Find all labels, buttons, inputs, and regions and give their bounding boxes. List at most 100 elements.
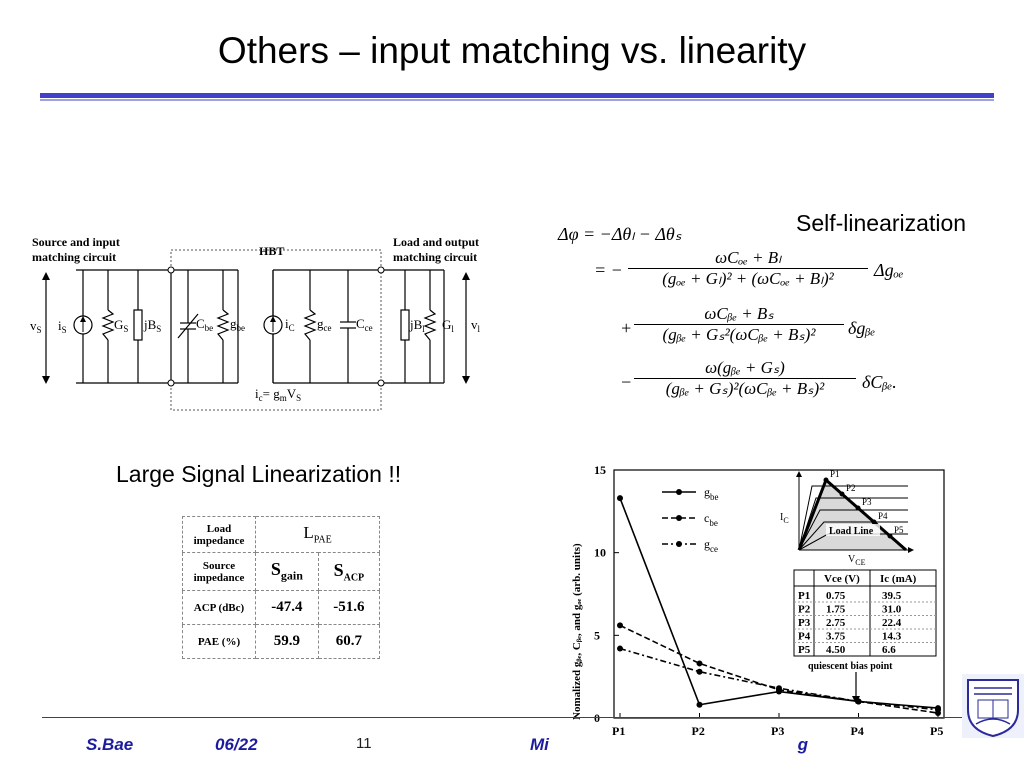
gce-label: g: [317, 316, 324, 331]
bias-table-cell: 14.3: [882, 631, 902, 643]
bias-table-cell: P5: [798, 644, 811, 656]
inset-point-P4: [871, 519, 877, 525]
bias-point-table: Vce (V) Ic (mA) P1 0.75 39.5 P2 1.75 31.0 P3 2.75…: [793, 569, 937, 704]
term2-numerator: ωCᵦₑ + Bₛ: [634, 304, 844, 325]
y-tick-label-0: 0: [594, 711, 600, 725]
bias-table-cell: 4.50: [826, 644, 846, 656]
term1-denominator: (gₒₑ + Gₗ)² + (ωCₒₑ + Bₗ)²: [662, 269, 834, 288]
cbe-label: C: [196, 316, 205, 331]
svg-text:vS: vS: [30, 318, 42, 335]
load-impedance-header: Load impedance: [182, 516, 256, 553]
svg-text:Cce: Cce: [356, 316, 373, 333]
bias-table-cell: P3: [798, 617, 811, 629]
bias-table-cell: 31.0: [882, 604, 902, 616]
term2-fraction: ωCᵦₑ + Bₛ (gᵦₑ + Gₛ²(ωCᵦₑ + Bₛ)²: [634, 304, 844, 345]
bias-table-cell: 22.4: [882, 617, 902, 629]
svg-text:vl: vl: [471, 317, 481, 334]
normalized-parameters-chart: Nomalized gᵦₑ, Cᵦₑ, and gₒₑ (arb. units)…: [571, 463, 945, 738]
term3-denominator: (gᵦₑ + Gₛ)²(ωCᵦₑ + Bₛ)²: [665, 379, 825, 398]
inset-point-P2: [839, 491, 845, 497]
term2-denominator: (gᵦₑ + Gₛ²(ωCᵦₑ + Bₛ)²: [662, 325, 816, 344]
bias-table-header: Vce (V): [824, 573, 860, 585]
term2-sign: +: [620, 318, 633, 338]
bias-table-cell: 2.75: [826, 617, 846, 629]
is-label: i: [58, 318, 62, 333]
legend-label-cbe: cbe: [704, 511, 718, 528]
svg-text:Gl: Gl: [442, 317, 454, 334]
svg-text:iC: iC: [285, 316, 295, 333]
term1-tail: Δgₒₑ: [874, 260, 904, 280]
bias-table-cell: P1: [798, 590, 810, 602]
lpae-table-wrap: Load impedance LPAE Source impedance Sga…: [182, 516, 382, 660]
bias-table-cell: 3.75: [826, 631, 846, 643]
jbs-label: jB: [143, 317, 157, 332]
term2-tail: δgᵦₑ: [848, 318, 876, 338]
y-tick-label-10: 10: [594, 546, 606, 560]
lpae-header: LPAE: [255, 516, 380, 553]
data-point-cbe-P1: [617, 622, 623, 629]
x-tick-label-P5: P5: [930, 724, 943, 738]
svg-text:VCE: VCE: [848, 554, 866, 567]
hbt-label: HBT: [259, 244, 284, 258]
inset-point-P3: [855, 505, 861, 511]
svg-text:jBS: jBS: [143, 317, 161, 334]
svg-text:IC: IC: [780, 512, 789, 525]
equivalent-circuit-diagram: Source and input matching circuit HBT Lo…: [30, 235, 481, 411]
inset-point-label-P4: P4: [878, 511, 888, 521]
slide-title: Others – input matching vs. linearity: [217, 30, 807, 71]
inset-point-P1: [823, 477, 829, 483]
footer-rule: [42, 717, 962, 718]
source-heading-1: Source and input: [32, 235, 120, 249]
inset-ylabel: I: [780, 512, 783, 523]
footer-author: S.Bae: [86, 735, 134, 754]
data-point-gce-P2: [696, 668, 703, 675]
term1-numerator: ωCₒₑ + Bₗ: [628, 248, 868, 269]
gs-label: G: [114, 317, 123, 332]
acp-acp-value: -51.6: [317, 590, 381, 625]
svg-text:Cbe: Cbe: [196, 316, 213, 333]
data-point-gce-P5: [935, 706, 941, 713]
footer-page-number: 11: [356, 735, 372, 752]
title-rule: [40, 93, 994, 98]
y-tick-label-5: 5: [594, 628, 600, 642]
term3-numerator: ω(gᵦₑ + Gₛ): [634, 358, 856, 379]
load-heading-2: matching circuit: [393, 250, 477, 264]
inset-load-line-label: Load Line: [829, 526, 874, 537]
quiescent-bias-label: quiescent bias point: [808, 661, 893, 672]
inset-point-label-P2: P2: [846, 483, 856, 493]
term3-tail: δCᵦₑ.: [862, 372, 897, 392]
svg-text:gce: gce: [317, 316, 332, 333]
title-rule-thin: [40, 99, 994, 101]
data-point-gce-P1: [617, 645, 623, 652]
data-point-gbe-P2: [696, 701, 703, 708]
svg-text:GS: GS: [114, 317, 128, 334]
series-line-gce: [619, 647, 939, 711]
gl-label: G: [442, 317, 451, 332]
source-heading-2: matching circuit: [32, 250, 116, 264]
bias-table-cell: 39.5: [882, 590, 902, 602]
iv-inset: P1 P2 P3 P4 P5 IC VCE Load Line: [780, 469, 914, 567]
acp-row-label: ACP (dBc): [182, 590, 256, 625]
self-linearization-label: Self-linearization: [796, 210, 967, 236]
footer-course-title-end: g: [797, 735, 808, 754]
lpae-table: Load impedance LPAE Source impedance Sga…: [182, 516, 381, 659]
x-tick-label-P1: P1: [612, 724, 625, 738]
jbl-label: jB: [409, 317, 423, 332]
bias-table-cell: 6.6: [882, 644, 896, 656]
inset-point-label-P5: P5: [894, 525, 904, 535]
cce-label: C: [356, 316, 365, 331]
pae-row-label: PAE (%): [182, 624, 256, 659]
inset-xlabel: V: [848, 554, 856, 565]
chart-ylabel: Nomalized gᵦₑ, Cᵦₑ, and gₒₑ (arb. units): [571, 543, 583, 720]
bias-table-cell: 0.75: [826, 590, 846, 602]
vs-label: v: [30, 318, 37, 333]
pae-acp-value: 60.7: [317, 624, 381, 659]
acp-gain-value: -47.4: [255, 590, 319, 625]
bias-table-cell: P2: [798, 604, 811, 616]
load-heading-1: Load and output: [393, 235, 479, 249]
term3-fraction: ω(gᵦₑ + Gₛ) (gᵦₑ + Gₛ)²(ωCᵦₑ + Bₛ)²: [634, 358, 856, 399]
term1-sign: = −: [594, 260, 623, 280]
data-point-cbe-P2: [696, 660, 703, 667]
equation-line-1: Δφ = −Δθₗ − Δθₛ: [558, 224, 682, 244]
s-acp-header: SACP: [317, 552, 381, 591]
